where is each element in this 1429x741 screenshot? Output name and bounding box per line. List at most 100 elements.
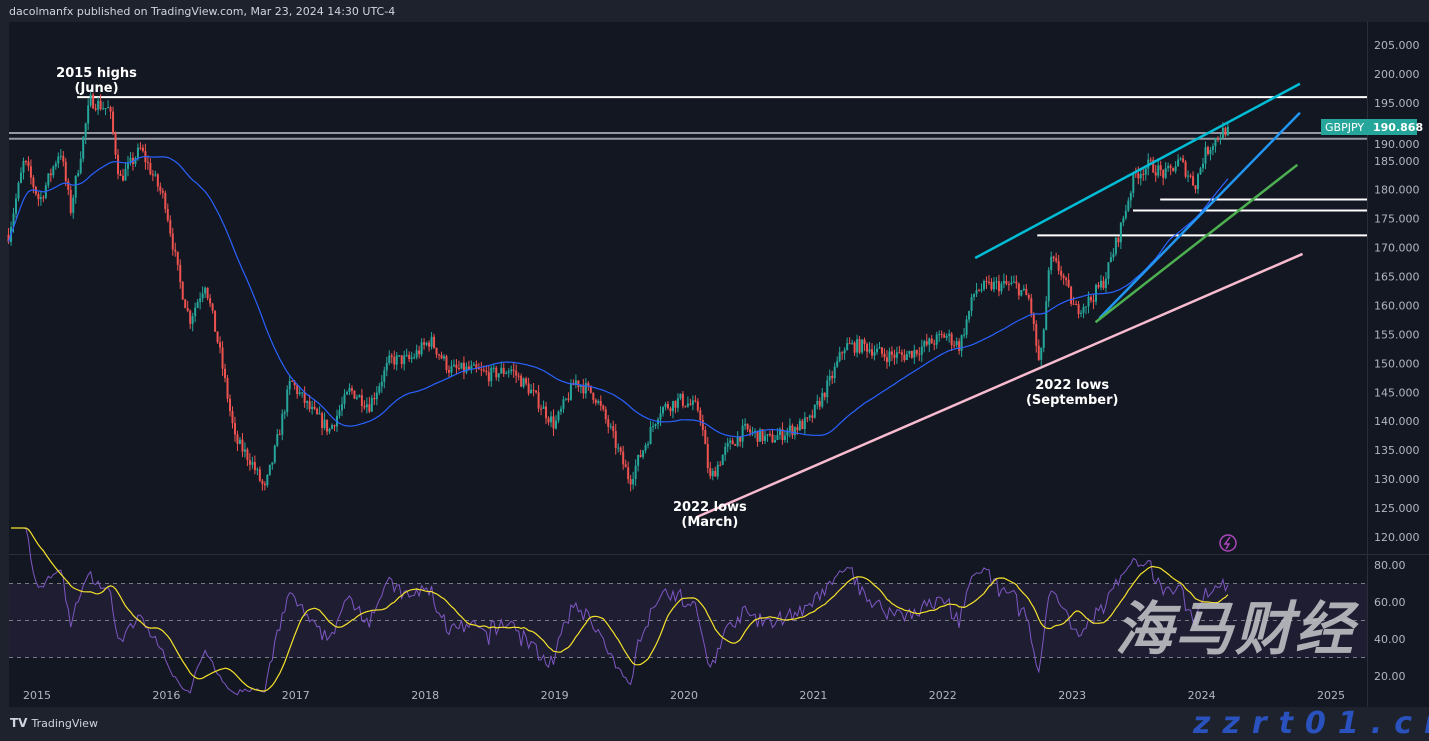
- candle-body: [360, 395, 363, 406]
- candle-body: [248, 460, 251, 465]
- candle-body: [393, 356, 396, 365]
- candle-body: [878, 347, 881, 349]
- candle-body: [617, 447, 620, 449]
- candle-body: [415, 350, 418, 358]
- candle-body: [1030, 298, 1033, 314]
- moving-average-line: [7, 156, 1229, 438]
- time-tick: 2024: [1188, 689, 1216, 702]
- candle-body: [535, 390, 538, 393]
- candle-body: [107, 107, 110, 109]
- candle-body: [1102, 280, 1105, 289]
- price-tick: 145.000: [1374, 386, 1420, 399]
- candle-body: [487, 372, 490, 382]
- candle-body: [669, 408, 672, 412]
- candle-body: [559, 408, 562, 412]
- candle-body: [455, 364, 458, 368]
- candle-body: [268, 464, 271, 475]
- lightning-icon[interactable]: [1219, 534, 1237, 552]
- candle-body: [1189, 175, 1192, 177]
- candle-body: [258, 469, 261, 481]
- candle-body: [209, 298, 212, 304]
- candle-body: [219, 342, 222, 348]
- candle-body: [624, 464, 627, 468]
- candle-body: [166, 208, 169, 221]
- candle-body: [1040, 347, 1043, 360]
- candle-body: [211, 303, 214, 311]
- candle-body: [176, 251, 179, 265]
- price-tick: 205.000: [1374, 39, 1420, 52]
- candle-body: [408, 354, 411, 359]
- candle-body: [925, 341, 928, 345]
- candle-body: [1087, 296, 1090, 307]
- candle-body: [129, 157, 132, 163]
- candle-body: [910, 351, 913, 358]
- annotation-label: 2015 highs: [56, 66, 137, 81]
- annotation-sublabel: (September): [1026, 393, 1118, 408]
- candle-body: [102, 108, 105, 110]
- candle-body: [836, 360, 839, 367]
- candle-body: [930, 338, 933, 344]
- candle-body: [898, 352, 901, 354]
- candle-body: [890, 351, 893, 355]
- candle-body: [405, 354, 408, 356]
- candle-body: [226, 378, 229, 399]
- candle-body: [736, 436, 739, 446]
- candle-body: [856, 339, 859, 353]
- symbol-name: GBPJPY: [1325, 121, 1364, 134]
- candle-body: [557, 411, 560, 421]
- candle-body: [87, 105, 90, 124]
- candle-body: [462, 362, 465, 373]
- time-tick: 2016: [152, 689, 180, 702]
- candle-body: [348, 388, 351, 392]
- candle-body: [594, 399, 597, 403]
- candle-body: [953, 344, 956, 346]
- candle-body: [1206, 147, 1209, 155]
- candle-body: [276, 434, 279, 446]
- candle-body: [1226, 126, 1229, 136]
- candle-body: [159, 186, 162, 191]
- candle-body: [920, 346, 923, 355]
- candle-body: [1112, 253, 1115, 258]
- candle-body: [154, 174, 157, 176]
- candle-body: [1174, 166, 1177, 172]
- candle-body: [321, 413, 324, 429]
- candle-body: [1172, 167, 1175, 172]
- candle-body: [79, 158, 82, 173]
- candle-body: [958, 341, 961, 351]
- candle-body: [995, 281, 998, 283]
- candle-body: [773, 439, 776, 443]
- candle-body: [343, 394, 346, 405]
- candle-body: [206, 287, 209, 299]
- candle-body: [818, 401, 821, 407]
- candle-body: [778, 429, 781, 436]
- candle-body: [694, 400, 697, 402]
- candle-body: [841, 352, 844, 354]
- tradingview-footer[interactable]: TV TradingView: [10, 716, 98, 730]
- candle-body: [122, 175, 125, 181]
- candle-body: [525, 378, 528, 384]
- candle-body: [666, 403, 669, 409]
- candle-body: [846, 343, 849, 350]
- rsi-line: [11, 527, 1229, 696]
- candle-body: [477, 368, 480, 370]
- candle-body: [614, 431, 617, 448]
- candle-body: [492, 367, 495, 369]
- candle-body: [460, 362, 463, 369]
- candle-body: [1122, 218, 1125, 223]
- candle-body: [1194, 185, 1197, 190]
- candle-body: [495, 367, 498, 378]
- candle-body: [791, 425, 794, 436]
- candle-body: [764, 435, 767, 441]
- candle-body: [1129, 192, 1132, 201]
- candle-body: [355, 397, 358, 399]
- candle-body: [497, 373, 500, 378]
- candle-body: [1224, 127, 1227, 136]
- tradingview-logo-text: TradingView: [31, 716, 98, 730]
- candle-body: [788, 425, 791, 431]
- candle-body: [328, 428, 331, 432]
- candle-body: [7, 234, 10, 242]
- candle-body: [385, 363, 388, 371]
- price-tick: 200.000: [1374, 68, 1420, 81]
- trendline: [696, 252, 1304, 519]
